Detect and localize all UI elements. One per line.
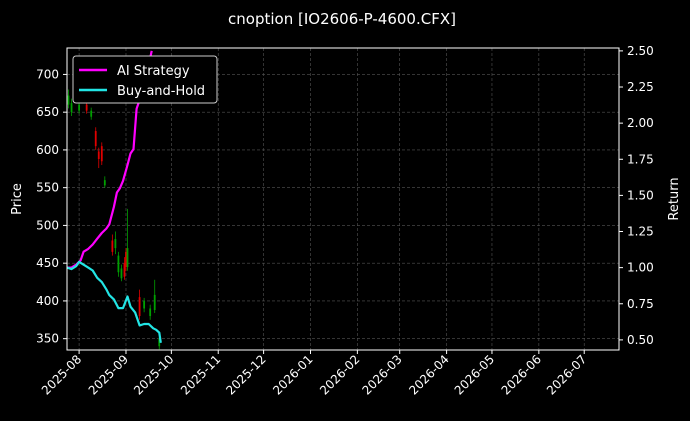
candle-body bbox=[126, 248, 129, 267]
candle-body bbox=[120, 268, 123, 279]
legend-label-buy-and-hold: Buy-and-Hold bbox=[117, 84, 205, 99]
candle-body bbox=[123, 263, 126, 277]
candle-body bbox=[97, 151, 100, 159]
candle-body bbox=[78, 104, 80, 111]
y-tick-label: 650 bbox=[36, 105, 59, 119]
candle-body bbox=[67, 95, 70, 105]
y-tick-label: 450 bbox=[36, 256, 59, 270]
y2-tick-label: 0.50 bbox=[627, 333, 654, 347]
y-tick-label: 600 bbox=[36, 143, 59, 157]
plot-frame bbox=[66, 47, 620, 351]
legend-label-ai-strategy: AI Strategy bbox=[117, 64, 190, 79]
y2-tick-label: 1.50 bbox=[627, 188, 654, 202]
legend-box bbox=[72, 55, 218, 104]
y-axis-ticks: 350 400 450 500 550 600 650 700 bbox=[36, 67, 67, 346]
candle-body bbox=[125, 251, 127, 267]
y2-tick-label: 2.50 bbox=[627, 44, 654, 58]
y-tick-label: 400 bbox=[36, 294, 59, 308]
series-line-buy-and-hold bbox=[66, 260, 162, 343]
y2-tick-label: 2.25 bbox=[627, 80, 654, 94]
candle-body bbox=[94, 131, 97, 147]
candle-body bbox=[100, 146, 103, 162]
candle-body bbox=[103, 180, 106, 186]
candle-body bbox=[153, 294, 156, 310]
y2-tick-label: 2.00 bbox=[627, 116, 654, 130]
y-tick-label: 700 bbox=[36, 67, 59, 81]
y2-tick-label: 1.25 bbox=[627, 225, 654, 239]
candle-body bbox=[143, 300, 146, 309]
candle-body bbox=[117, 255, 120, 273]
y2-tick-label: 1.75 bbox=[627, 152, 654, 166]
candle-body bbox=[138, 297, 141, 317]
candlesticks bbox=[67, 89, 161, 350]
chart-title: cnoption [IO2606-P-4600.CFX] bbox=[228, 10, 456, 28]
y2-tick-label: 1.00 bbox=[627, 261, 654, 275]
candle-body bbox=[114, 239, 117, 249]
candle-body bbox=[149, 308, 152, 317]
y2-axis-ticks: 0.50 0.75 1.00 1.25 1.50 1.75 2.00 2.25 2.50 bbox=[619, 44, 654, 347]
y2-tick-label: 0.75 bbox=[627, 297, 654, 311]
y-tick-label: 550 bbox=[36, 181, 59, 195]
y-tick-label: 500 bbox=[36, 218, 59, 232]
candle-body bbox=[90, 110, 93, 117]
candle-body bbox=[70, 103, 73, 113]
legend: AI Strategy Buy-and-Hold bbox=[72, 55, 218, 104]
y-tick-label: 350 bbox=[36, 332, 59, 346]
candle-body bbox=[158, 338, 161, 347]
y-axis-label: Price bbox=[10, 183, 25, 215]
y2-axis-label: Return bbox=[667, 177, 682, 220]
candle-body bbox=[111, 240, 114, 252]
candle-body bbox=[85, 104, 88, 111]
